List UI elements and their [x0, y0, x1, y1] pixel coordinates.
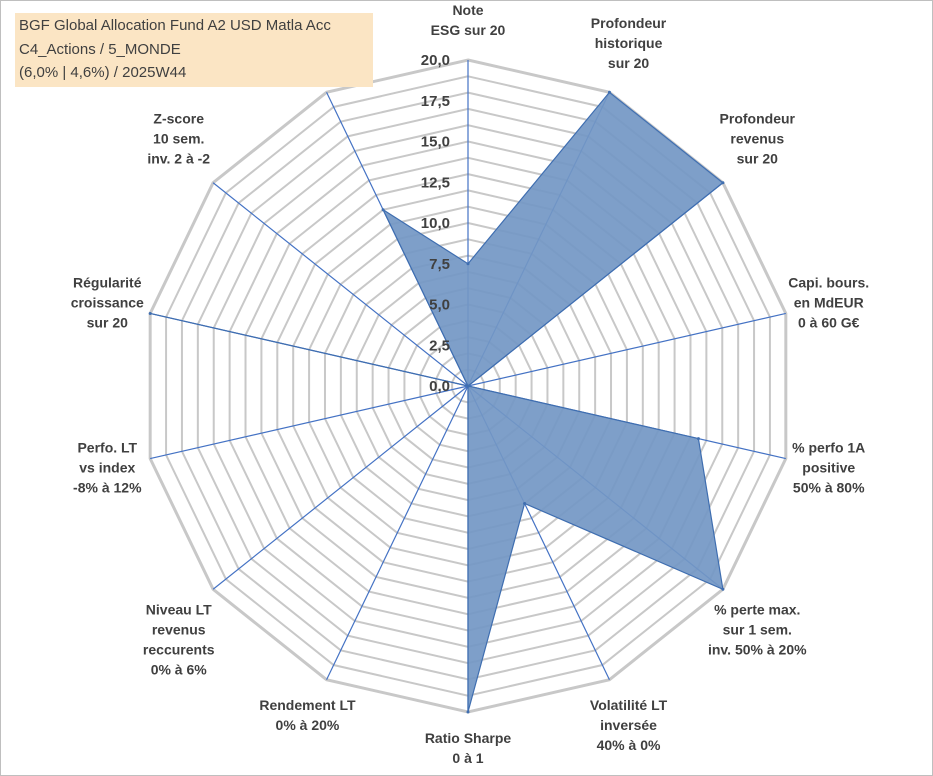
- data-point-2: [721, 181, 725, 185]
- tick-label-3: 7,5: [429, 256, 450, 273]
- fund-category: C4_Actions / 5_MONDE: [19, 41, 181, 58]
- tick-label-1: 2,5: [429, 337, 450, 354]
- data-point-0: [466, 262, 470, 266]
- axis-label-5: % perte max. sur 1 sem. inv. 50% à 20%: [708, 601, 807, 657]
- data-point-11: [148, 311, 152, 315]
- tick-label-0: 0,0: [429, 378, 450, 395]
- axis-label-7: Ratio Sharpe 0 à 1: [425, 730, 512, 766]
- axis-label-8: Rendement LT 0% à 20%: [259, 697, 356, 733]
- axis-label-12: Z-score 10 sem. inv. 2 à -2: [147, 111, 210, 167]
- spoke-12: [212, 182, 469, 387]
- data-point-6: [523, 501, 527, 505]
- spoke-3: [467, 312, 786, 387]
- spoke-10: [150, 385, 469, 460]
- tick-label-7: 17,5: [421, 93, 450, 110]
- data-point-13: [381, 208, 385, 212]
- tick-label-4: 10,0: [421, 215, 450, 232]
- axis-label-10: Perfo. LT vs index -8% à 12%: [73, 439, 142, 495]
- axis-label-0: Note ESG sur 20: [431, 2, 506, 38]
- axis-label-2: Profondeur revenus sur 20: [720, 111, 796, 167]
- tick-layer: 0,0 2,5 5,0 7,5 10,0 12,5 15,0 17,5 20,0: [421, 52, 450, 395]
- axis-label-3: Capi. bours. en MdEUR 0 à 60 G€: [788, 275, 869, 331]
- tick-label-2: 5,0: [429, 297, 450, 314]
- data-point-1: [607, 90, 611, 94]
- data-point-12: [466, 384, 470, 388]
- spoke-8: [326, 385, 469, 680]
- tick-label-5: 12,5: [421, 174, 450, 191]
- axis-label-4: % perfo 1A positive 50% à 80%: [792, 439, 865, 495]
- tick-label-6: 15,0: [421, 134, 450, 151]
- spoke-9: [212, 385, 469, 590]
- fund-name: BGF Global Allocation Fund A2 USD Matla …: [19, 17, 331, 34]
- fund-stats: (6,0% | 4,6%) / 2025W44: [19, 64, 187, 81]
- axis-label-1: Profondeur historique sur 20: [591, 15, 667, 71]
- tick-label-8: 20,0: [421, 52, 450, 69]
- title-box: BGF Global Allocation Fund A2 USD Matla …: [15, 13, 373, 87]
- axis-label-11: Régularité croissance sur 20: [71, 275, 144, 331]
- data-point-4: [696, 437, 700, 441]
- data-point-7: [466, 710, 470, 714]
- axis-label-6: Volatilité LT inversée 40% à 0%: [590, 697, 668, 753]
- data-point-5: [721, 587, 725, 591]
- axis-label-9: Niveau LT revenus reccurents 0% à 6%: [143, 601, 215, 677]
- data-layer: [148, 90, 725, 714]
